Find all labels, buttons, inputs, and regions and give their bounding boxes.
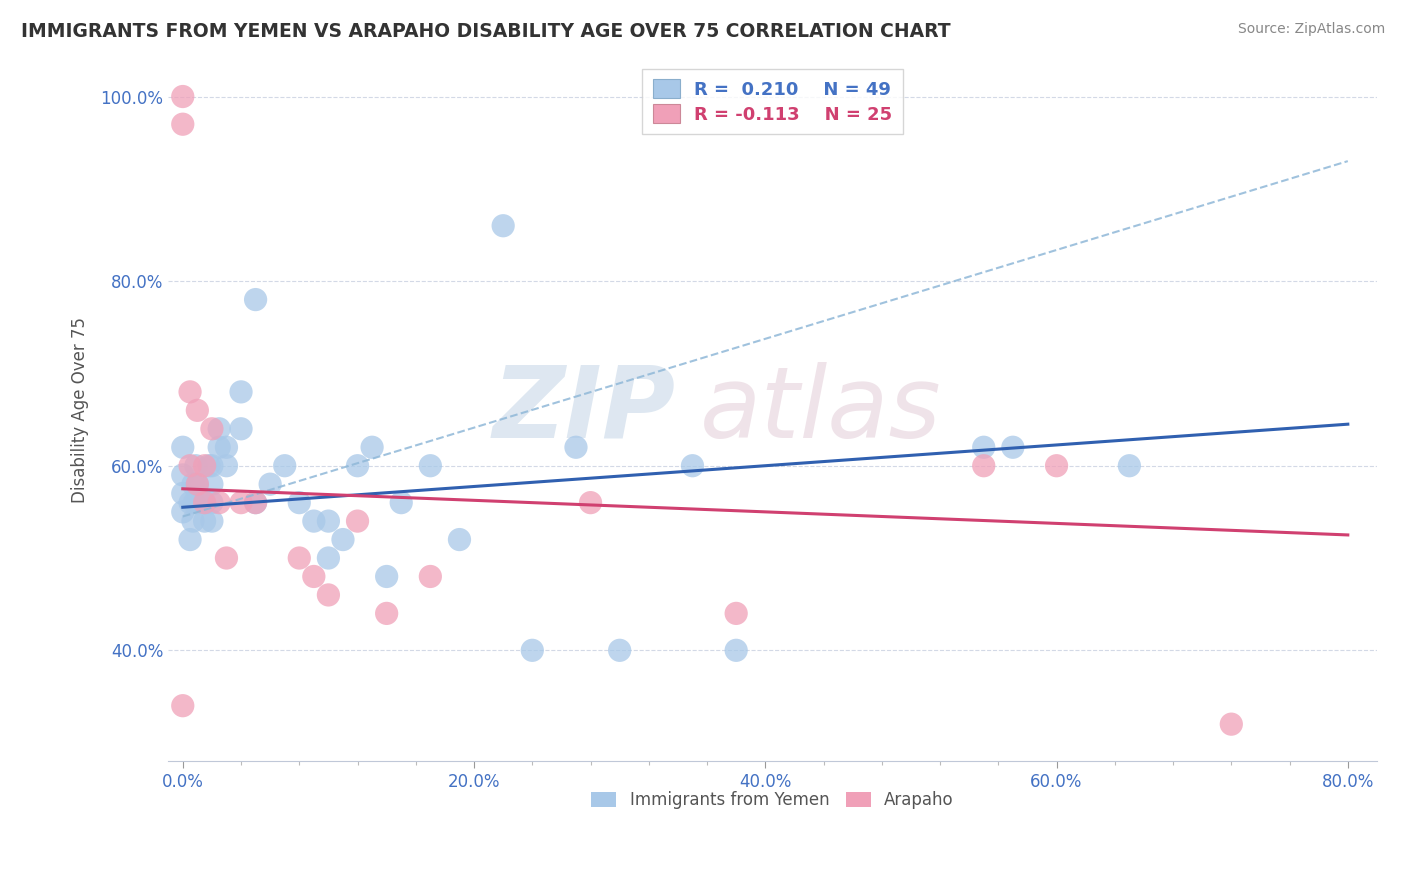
Point: [1001, 440, 1024, 454]
Point: [332, 533, 354, 547]
Point: [208, 422, 231, 436]
Point: [179, 533, 201, 547]
Point: [318, 588, 340, 602]
Point: [1220, 717, 1243, 731]
Point: [194, 458, 217, 473]
Point: [172, 89, 194, 103]
Point: [302, 569, 325, 583]
Text: IMMIGRANTS FROM YEMEN VS ARAPAHO DISABILITY AGE OVER 75 CORRELATION CHART: IMMIGRANTS FROM YEMEN VS ARAPAHO DISABIL…: [21, 22, 950, 41]
Point: [172, 440, 194, 454]
Point: [194, 495, 217, 509]
Point: [215, 440, 238, 454]
Point: [725, 643, 748, 657]
Point: [302, 514, 325, 528]
Point: [288, 495, 311, 509]
Point: [172, 505, 194, 519]
Point: [208, 440, 231, 454]
Point: [172, 467, 194, 482]
Point: [245, 495, 267, 509]
Point: [318, 551, 340, 566]
Point: [201, 495, 224, 509]
Point: [201, 458, 224, 473]
Point: [346, 458, 368, 473]
Point: [682, 458, 704, 473]
Text: atlas: atlas: [700, 362, 942, 458]
Point: [181, 477, 204, 491]
Point: [973, 440, 995, 454]
Point: [229, 384, 252, 399]
Point: [274, 458, 297, 473]
Point: [208, 495, 231, 509]
Point: [361, 440, 384, 454]
Text: Source: ZipAtlas.com: Source: ZipAtlas.com: [1237, 22, 1385, 37]
Point: [179, 458, 201, 473]
Point: [492, 219, 515, 233]
Point: [245, 293, 267, 307]
Point: [179, 495, 201, 509]
Point: [194, 495, 217, 509]
Point: [184, 458, 207, 473]
Point: [375, 607, 398, 621]
Point: [172, 698, 194, 713]
Point: [186, 477, 208, 491]
Point: [229, 422, 252, 436]
Point: [419, 569, 441, 583]
Y-axis label: Disability Age Over 75: Disability Age Over 75: [72, 318, 89, 503]
Point: [186, 495, 208, 509]
Point: [375, 569, 398, 583]
Point: [288, 551, 311, 566]
Point: [346, 514, 368, 528]
Point: [201, 514, 224, 528]
Point: [245, 495, 267, 509]
Point: [172, 117, 194, 131]
Point: [389, 495, 412, 509]
Point: [973, 458, 995, 473]
Legend: Immigrants from Yemen, Arapaho: Immigrants from Yemen, Arapaho: [585, 785, 960, 816]
Point: [318, 514, 340, 528]
Point: [201, 422, 224, 436]
Point: [198, 458, 221, 473]
Point: [186, 403, 208, 417]
Point: [229, 495, 252, 509]
Point: [194, 514, 217, 528]
Point: [609, 643, 631, 657]
Point: [725, 607, 748, 621]
Point: [179, 384, 201, 399]
Point: [183, 495, 205, 509]
Point: [419, 458, 441, 473]
Point: [201, 477, 224, 491]
Point: [259, 477, 281, 491]
Point: [215, 458, 238, 473]
Point: [522, 643, 544, 657]
Point: [1118, 458, 1140, 473]
Point: [172, 486, 194, 500]
Point: [181, 514, 204, 528]
Point: [449, 533, 471, 547]
Point: [186, 477, 208, 491]
Point: [579, 495, 602, 509]
Text: ZIP: ZIP: [494, 362, 676, 458]
Point: [215, 551, 238, 566]
Point: [1045, 458, 1067, 473]
Point: [565, 440, 588, 454]
